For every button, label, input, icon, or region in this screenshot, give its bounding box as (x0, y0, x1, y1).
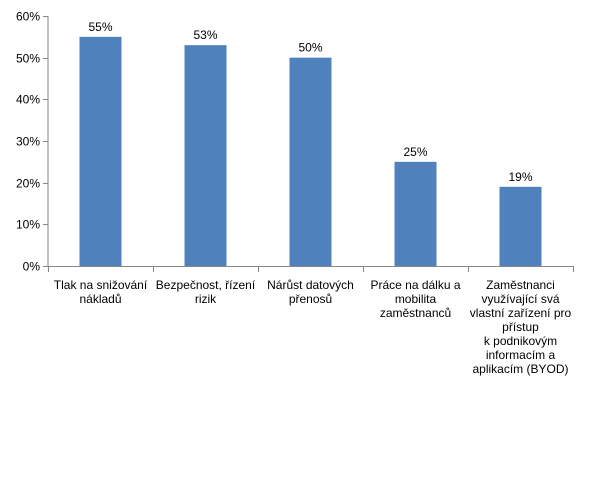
y-tick-label: 50% (16, 52, 40, 66)
y-tick-label: 30% (16, 135, 40, 149)
bar (499, 186, 542, 266)
x-category-label: Nárůst datových přenosů (267, 278, 354, 306)
y-tick-label: 0% (23, 260, 41, 274)
data-label: 19% (508, 170, 532, 184)
y-axis: 0% 10% 20% 30% 40% 50% 60% (16, 10, 49, 274)
data-label: 53% (193, 28, 217, 42)
bar (289, 57, 332, 266)
y-tick-label: 60% (16, 10, 40, 24)
x-category-label: Zaměstnanci využívající svá vlastní zaří… (469, 278, 572, 376)
x-category-label: Tlak na snižování nákladů (53, 278, 148, 306)
x-category-label: Bezpečnost, řízení rizik (155, 278, 256, 306)
data-label: 55% (88, 20, 112, 34)
bar (394, 161, 437, 266)
x-category-label: Práce na dálku a mobilita zaměstnanců (370, 278, 461, 320)
data-label: 25% (403, 145, 427, 159)
y-tick-label: 10% (16, 218, 40, 232)
y-tick-label: 40% (16, 93, 40, 107)
data-labels: 55% 53% 50% 25% 19% (88, 20, 532, 184)
x-axis (48, 266, 574, 272)
bar (79, 36, 122, 267)
y-tick-label: 20% (16, 177, 40, 191)
bars (79, 36, 542, 267)
bar (184, 45, 227, 266)
data-label: 50% (298, 41, 322, 55)
